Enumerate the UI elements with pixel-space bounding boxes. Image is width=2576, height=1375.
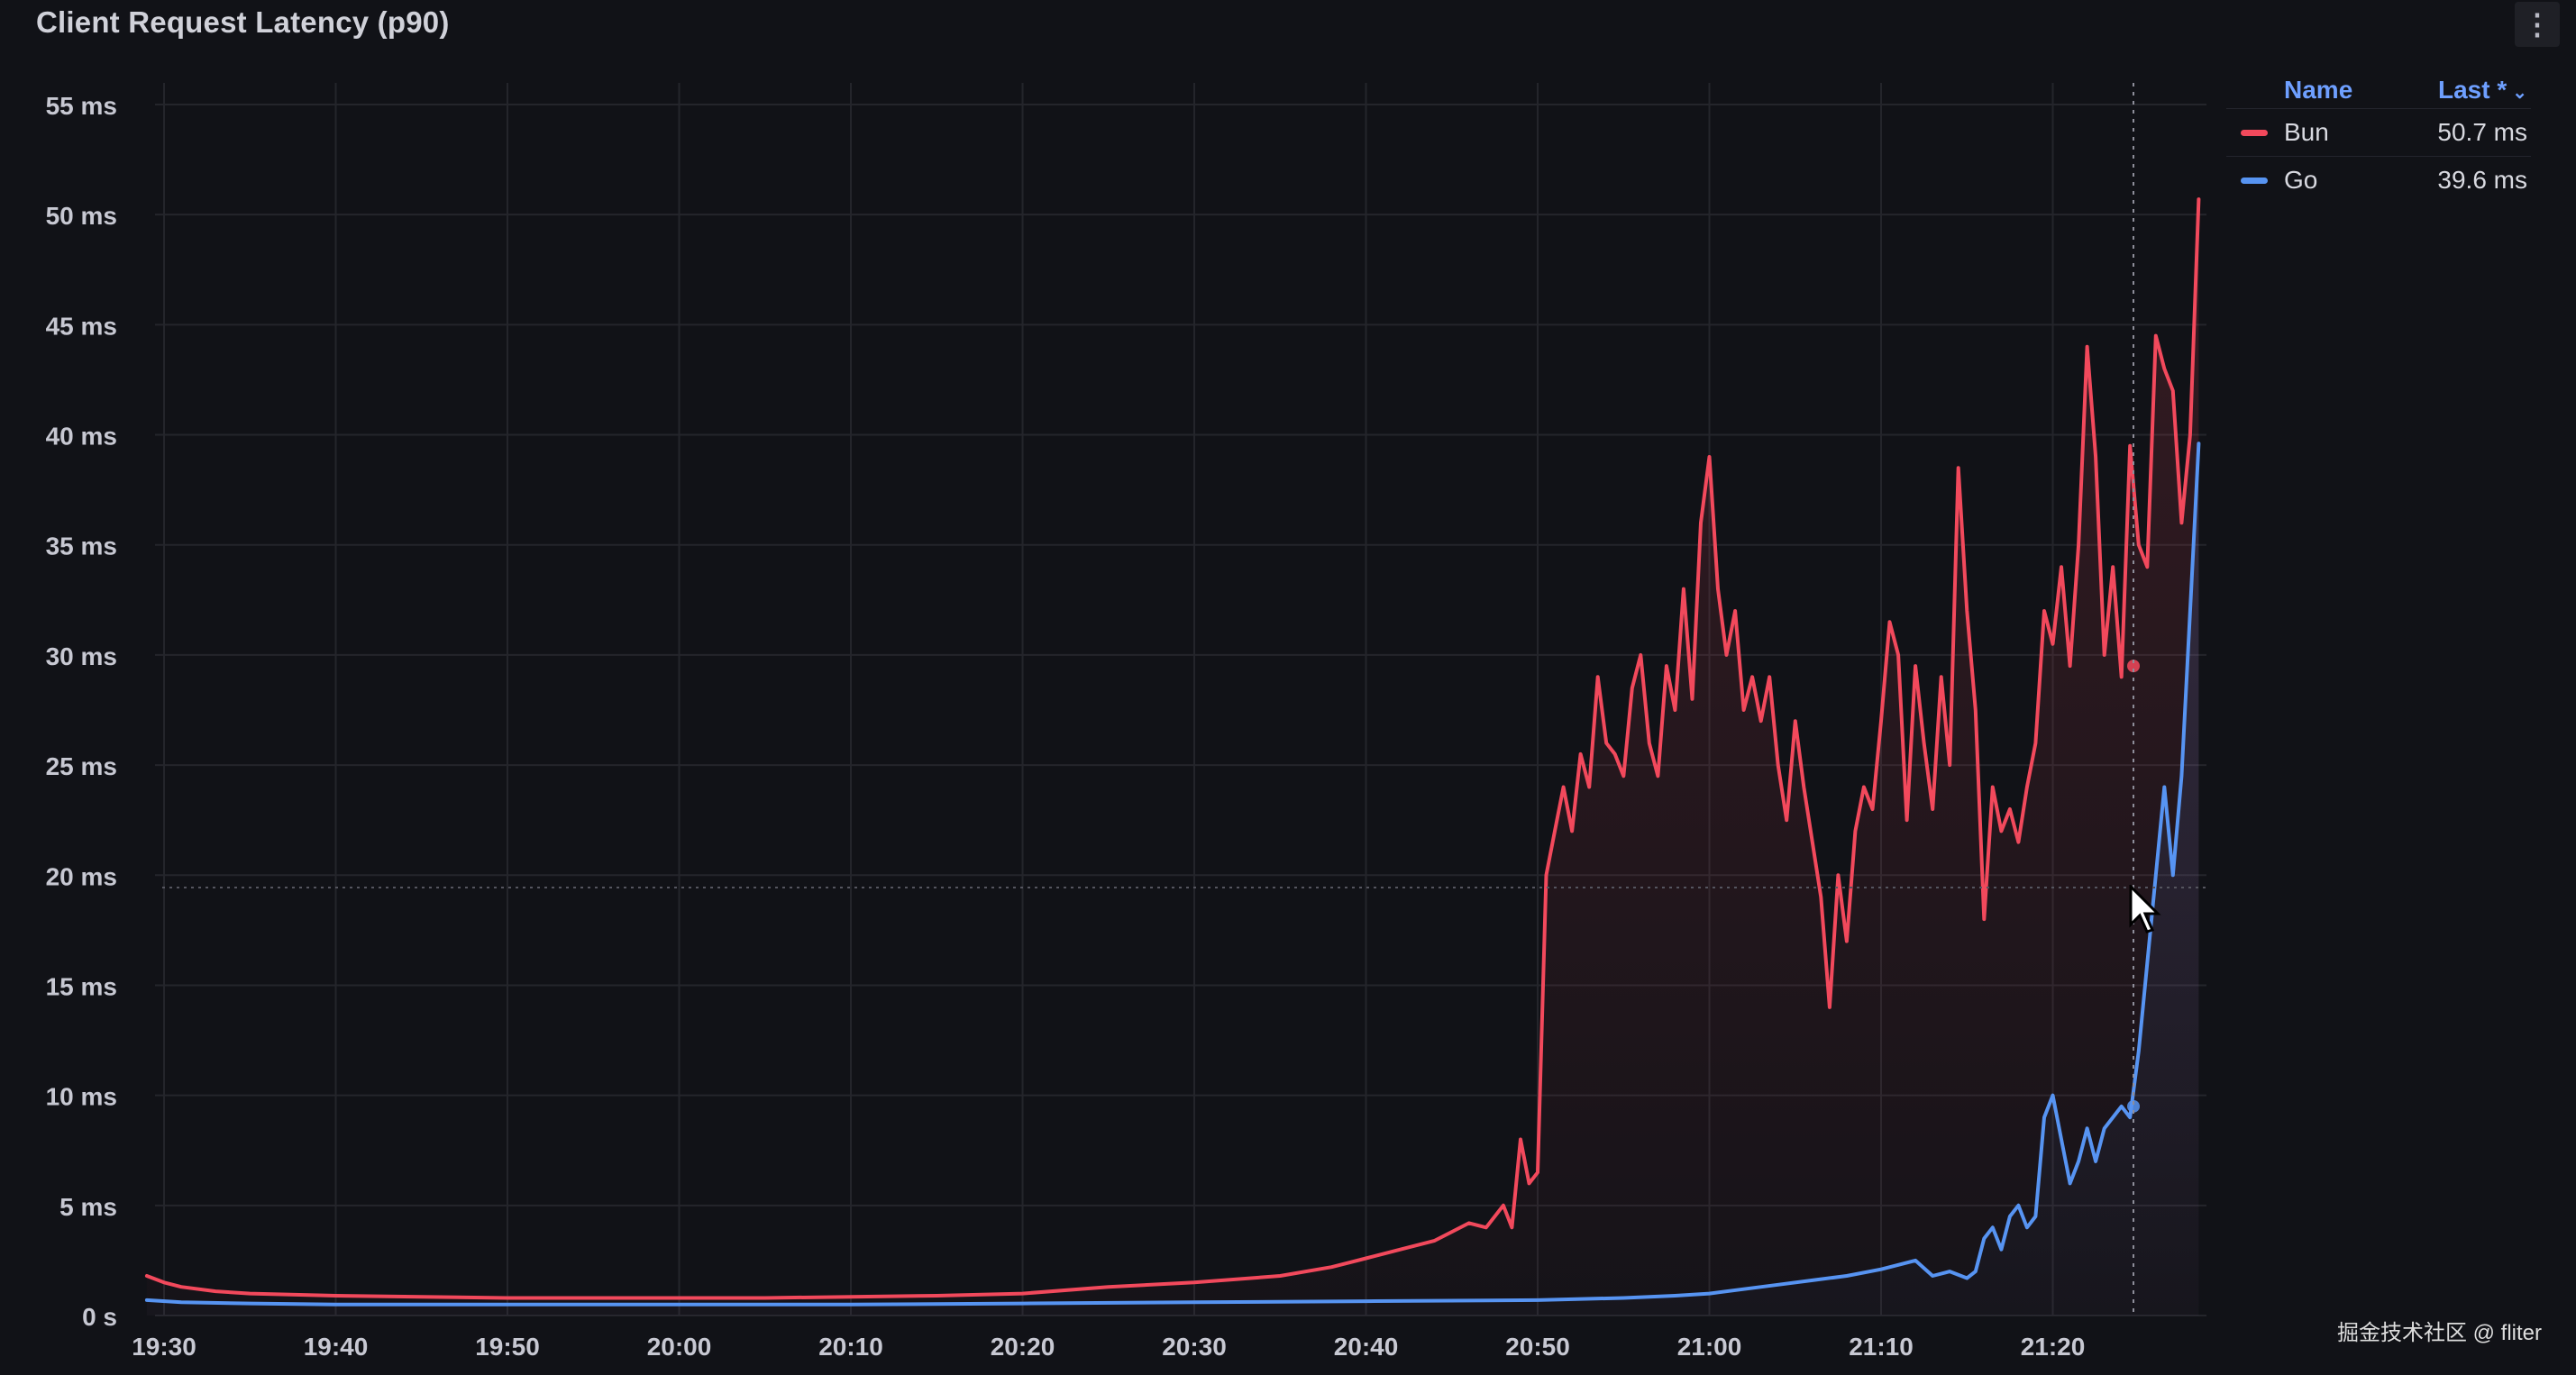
legend-header-last[interactable]: Last * ⌄ — [2437, 76, 2527, 104]
y-tick-label: 0 s — [82, 1303, 117, 1331]
series-line-go — [144, 442, 2201, 1307]
panel-menu-button[interactable]: ⋮ — [2515, 2, 2560, 47]
x-tick-label: 20:30 — [1162, 1333, 1227, 1361]
x-tick-label: 20:40 — [1334, 1333, 1399, 1361]
y-tick-label: 30 ms — [46, 642, 117, 670]
y-tick-label: 35 ms — [46, 533, 117, 560]
series-color-swatch — [2241, 177, 2268, 184]
y-tick-label: 10 ms — [46, 1083, 117, 1111]
x-tick-label: 21:10 — [1849, 1333, 1914, 1361]
y-tick-label: 55 ms — [46, 92, 117, 120]
y-tick-label: 45 ms — [46, 312, 117, 340]
hover-point-bun — [2127, 660, 2140, 673]
x-tick-label: 20:10 — [818, 1333, 883, 1361]
watermark-text: 掘金技术社区 @ fliter — [2336, 1321, 2542, 1345]
mouse-pointer-icon — [2129, 885, 2161, 933]
x-tick-label: 21:20 — [2021, 1333, 2086, 1361]
legend-table: Name Last * ⌄ Bun 50.7 ms Go 39.6 ms — [2226, 72, 2531, 204]
legend-item-name: Bun — [2284, 118, 2329, 146]
series-color-swatch — [2241, 129, 2268, 136]
legend-item-go[interactable]: Go 39.6 ms — [2226, 156, 2531, 204]
legend-item-last: 50.7 ms — [2437, 118, 2527, 146]
chevron-down-icon: ⌄ — [2512, 83, 2527, 103]
panel-title: Client Request Latency (p90) — [36, 5, 450, 39]
vertical-dots-icon: ⋮ — [2523, 8, 2552, 41]
y-tick-label: 20 ms — [46, 862, 117, 890]
legend-header: Name Last * ⌄ — [2226, 72, 2531, 108]
x-tick-label: 20:50 — [1505, 1333, 1570, 1361]
y-tick-label: 25 ms — [46, 752, 117, 780]
x-tick-label: 19:50 — [475, 1333, 540, 1361]
hover-point-go — [2127, 1099, 2140, 1113]
legend-item-last: 39.6 ms — [2437, 166, 2527, 194]
x-tick-label: 19:30 — [132, 1333, 196, 1361]
y-tick-label: 5 ms — [59, 1193, 117, 1221]
x-tick-label: 21:00 — [1677, 1333, 1742, 1361]
x-tick-label: 19:40 — [304, 1333, 369, 1361]
legend-item-bun[interactable]: Bun 50.7 ms — [2226, 108, 2531, 156]
legend-header-name[interactable]: Name — [2284, 76, 2353, 104]
series-line-bun — [144, 197, 2201, 1300]
y-tick-label: 15 ms — [46, 972, 117, 1000]
x-tick-label: 20:00 — [647, 1333, 712, 1361]
series-area-bun — [146, 199, 2199, 1316]
y-tick-label: 40 ms — [46, 423, 117, 451]
x-tick-label: 20:20 — [991, 1333, 1055, 1361]
legend-item-name: Go — [2284, 166, 2318, 194]
y-tick-label: 50 ms — [46, 202, 117, 230]
